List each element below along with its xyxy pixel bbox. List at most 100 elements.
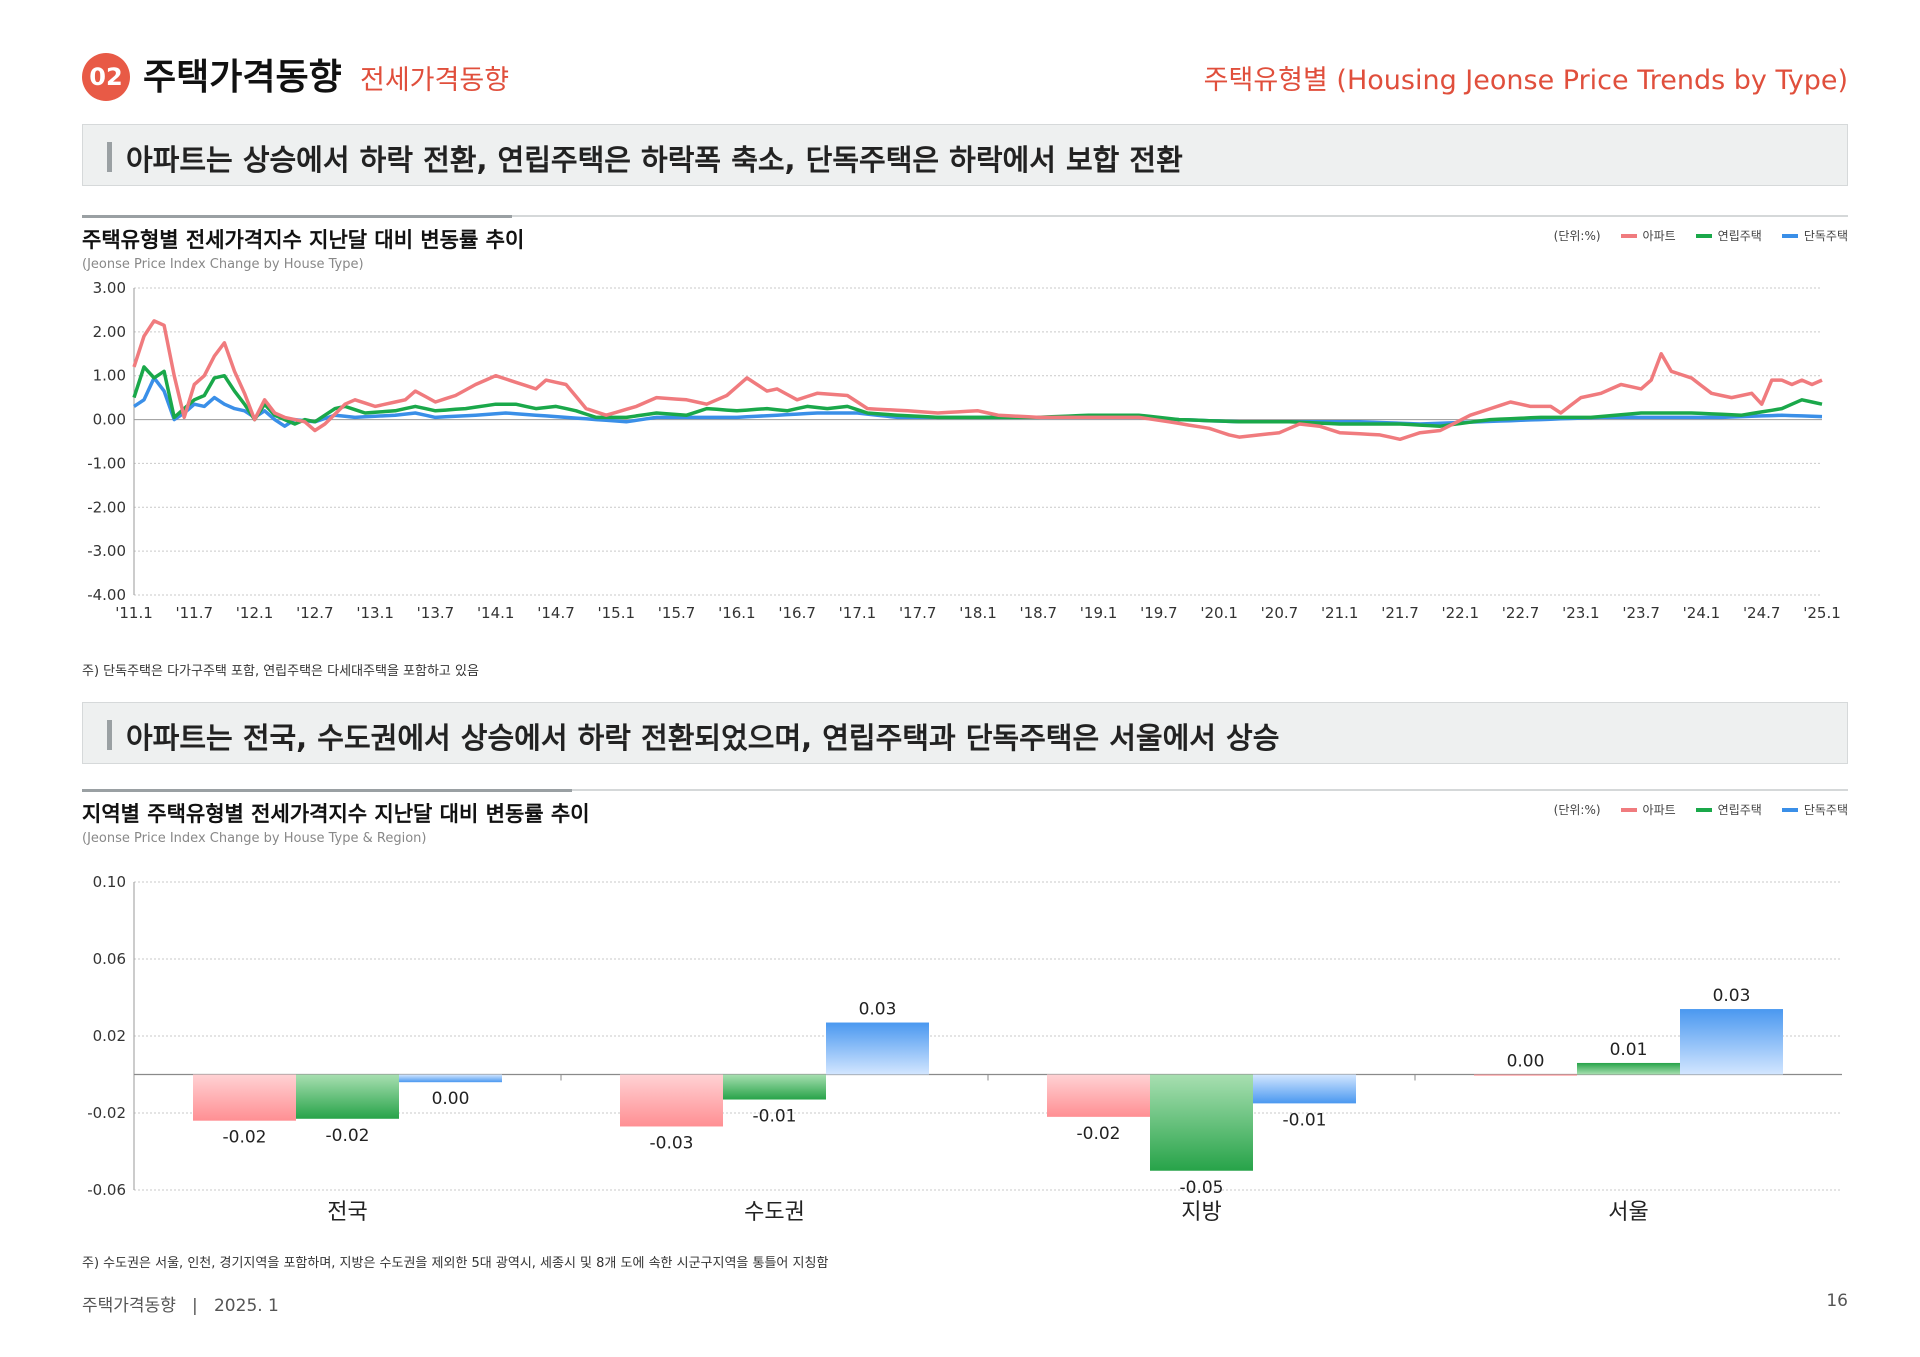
x-tick-label: '19.1 (1080, 604, 1118, 622)
x-tick-label: '19.7 (1140, 604, 1178, 622)
chart1-subtitle: (Jeonse Price Index Change by House Type… (82, 257, 364, 272)
x-tick-label: '20.1 (1200, 604, 1238, 622)
y-tick-label: 1.00 (93, 367, 126, 385)
bar-row (1577, 1062, 1680, 1075)
legend-label-det: 단독주택 (1803, 229, 1848, 243)
x-tick-label: '24.7 (1743, 604, 1781, 622)
x-tick-label: '23.1 (1562, 604, 1600, 622)
chart2-legend: (단위:%) 아파트 연립주택 단독주택 (1554, 801, 1848, 818)
banner-text: 아파트는 상승에서 하락 전환, 연립주택은 하락폭 축소, 단독주택은 하락에… (126, 143, 1183, 177)
legend-swatch-det (1781, 807, 1798, 812)
bar-data-label: -0.02 (326, 1126, 370, 1146)
bar-row (1150, 1074, 1253, 1171)
legend-label-det: 단독주택 (1803, 803, 1848, 817)
bar-data-label: 0.00 (432, 1089, 470, 1109)
chart2-divider (82, 789, 1848, 792)
x-tick-label: '16.7 (778, 604, 816, 622)
bar-data-label: -0.05 (1180, 1178, 1224, 1198)
category-label: 지방 (1181, 1200, 1221, 1225)
chart2-subtitle: (Jeonse Price Index Change by House Type… (82, 831, 427, 846)
bar-row (723, 1074, 826, 1100)
bar-data-label: -0.02 (1077, 1124, 1121, 1144)
bar-det (399, 1074, 502, 1083)
bar-data-label: 0.01 (1610, 1040, 1648, 1060)
banner-accent-bar (107, 720, 112, 750)
legend-swatch-apt (1620, 233, 1637, 238)
x-tick-label: '17.7 (899, 604, 937, 622)
legend-label-row: 연립주택 (1717, 229, 1762, 243)
summary-banner-1: 아파트는 상승에서 하락 전환, 연립주택은 하락폭 축소, 단독주택은 하락에… (82, 124, 1848, 186)
line-chart: 3.00 2.00 1.00 0.00 -1.00 -2.00 -3.00 -4.00 '11.… (87, 279, 1841, 622)
bar-chart: 0.10 0.06 0.02 -0.02 -0.06 전국 -0.02 -0.02 0.00 수도… (87, 873, 1842, 1225)
summary-banner-2: 아파트는 전국, 수도권에서 상승에서 하락 전환되었으며, 연립주택과 단독주… (82, 702, 1848, 764)
x-tick-label: '12.7 (296, 604, 334, 622)
x-tick-label: '24.1 (1683, 604, 1721, 622)
chart1-divider (82, 215, 1848, 218)
legend-unit: (단위:%) (1553, 229, 1601, 243)
y-tick-label: -0.02 (87, 1104, 126, 1122)
page-topic-title: 주택유형별 (Housing Jeonse Price Trends by Ty… (1203, 65, 1848, 96)
bar-det (1680, 1009, 1783, 1075)
bar-row (296, 1074, 399, 1119)
category-label: 전국 (327, 1200, 367, 1225)
bar-data-label: -0.01 (1283, 1110, 1327, 1130)
bar-apt (620, 1074, 723, 1127)
y-tick-label: -3.00 (87, 542, 126, 560)
x-tick-label: '21.1 (1321, 604, 1359, 622)
y-tick-label: -4.00 (87, 586, 126, 604)
banner-accent-bar (107, 142, 112, 172)
x-tick-label: '22.1 (1442, 604, 1480, 622)
y-tick-label: 3.00 (93, 279, 126, 297)
section-title: 주택가격동향 (143, 57, 342, 98)
y-tick-label: -2.00 (87, 498, 126, 516)
bar-data-label: -0.01 (753, 1107, 797, 1127)
bar-apt (193, 1074, 296, 1121)
y-tick-label: 0.00 (93, 411, 126, 429)
x-tick-label: '15.1 (598, 604, 636, 622)
bar-data-label: 0.03 (1713, 986, 1751, 1006)
bar-det (826, 1022, 929, 1075)
legend-label-row: 연립주택 (1717, 803, 1762, 817)
x-tick-label: '16.1 (718, 604, 756, 622)
bar-apt (1047, 1074, 1150, 1117)
chart2-title: 지역별 주택유형별 전세가격지수 지난달 대비 변동률 추이 (82, 802, 590, 826)
x-tick-label: '25.1 (1803, 604, 1841, 622)
page-number: 16 (1826, 1291, 1848, 1311)
x-tick-label: '20.7 (1261, 604, 1299, 622)
series-line-row (132, 365, 1823, 428)
x-tick-label: '23.7 (1622, 604, 1660, 622)
x-tick-label: '12.1 (236, 604, 274, 622)
legend-swatch-row (1695, 233, 1712, 238)
chart1-legend: (단위:%) 아파트 연립주택 단독주택 (1554, 227, 1848, 244)
bar-data-label: 0.03 (859, 1000, 897, 1020)
series-line-apt (132, 319, 1823, 442)
x-tick-label: '14.7 (537, 604, 575, 622)
y-tick-label: -0.06 (87, 1181, 126, 1199)
x-tick-label: '17.1 (839, 604, 877, 622)
y-tick-label: 0.06 (93, 950, 126, 968)
bar-data-label: -0.02 (223, 1128, 267, 1148)
section-number-badge: 02 (82, 53, 130, 101)
x-tick-label: '21.7 (1381, 604, 1419, 622)
y-tick-label: 2.00 (93, 323, 126, 341)
legend-swatch-row (1695, 807, 1712, 812)
category-label: 수도권 (744, 1200, 805, 1225)
chart2-note: 주) 수도권은 서울, 인천, 경기지역을 포함하며, 지방은 수도권을 제외한… (82, 1256, 829, 1271)
y-tick-label: 0.10 (93, 873, 126, 891)
bar-data-label: -0.03 (650, 1133, 694, 1153)
banner-text: 아파트는 전국, 수도권에서 상승에서 하락 전환되었으며, 연립주택과 단독주… (126, 721, 1280, 755)
x-tick-label: '13.7 (417, 604, 455, 622)
x-tick-label: '18.1 (959, 604, 997, 622)
x-tick-label: '15.7 (658, 604, 696, 622)
y-tick-label: -1.00 (87, 454, 126, 472)
x-tick-label: '14.1 (477, 604, 515, 622)
legend-label-apt: 아파트 (1642, 229, 1676, 243)
legend-swatch-apt (1620, 807, 1637, 812)
x-tick-label: '22.7 (1502, 604, 1540, 622)
x-tick-label: '13.1 (356, 604, 394, 622)
x-tick-label: '11.7 (176, 604, 214, 622)
bar-apt (1474, 1074, 1577, 1076)
category-label: 서울 (1608, 1200, 1648, 1225)
legend-unit: (단위:%) (1553, 803, 1601, 817)
legend-swatch-det (1781, 233, 1798, 238)
